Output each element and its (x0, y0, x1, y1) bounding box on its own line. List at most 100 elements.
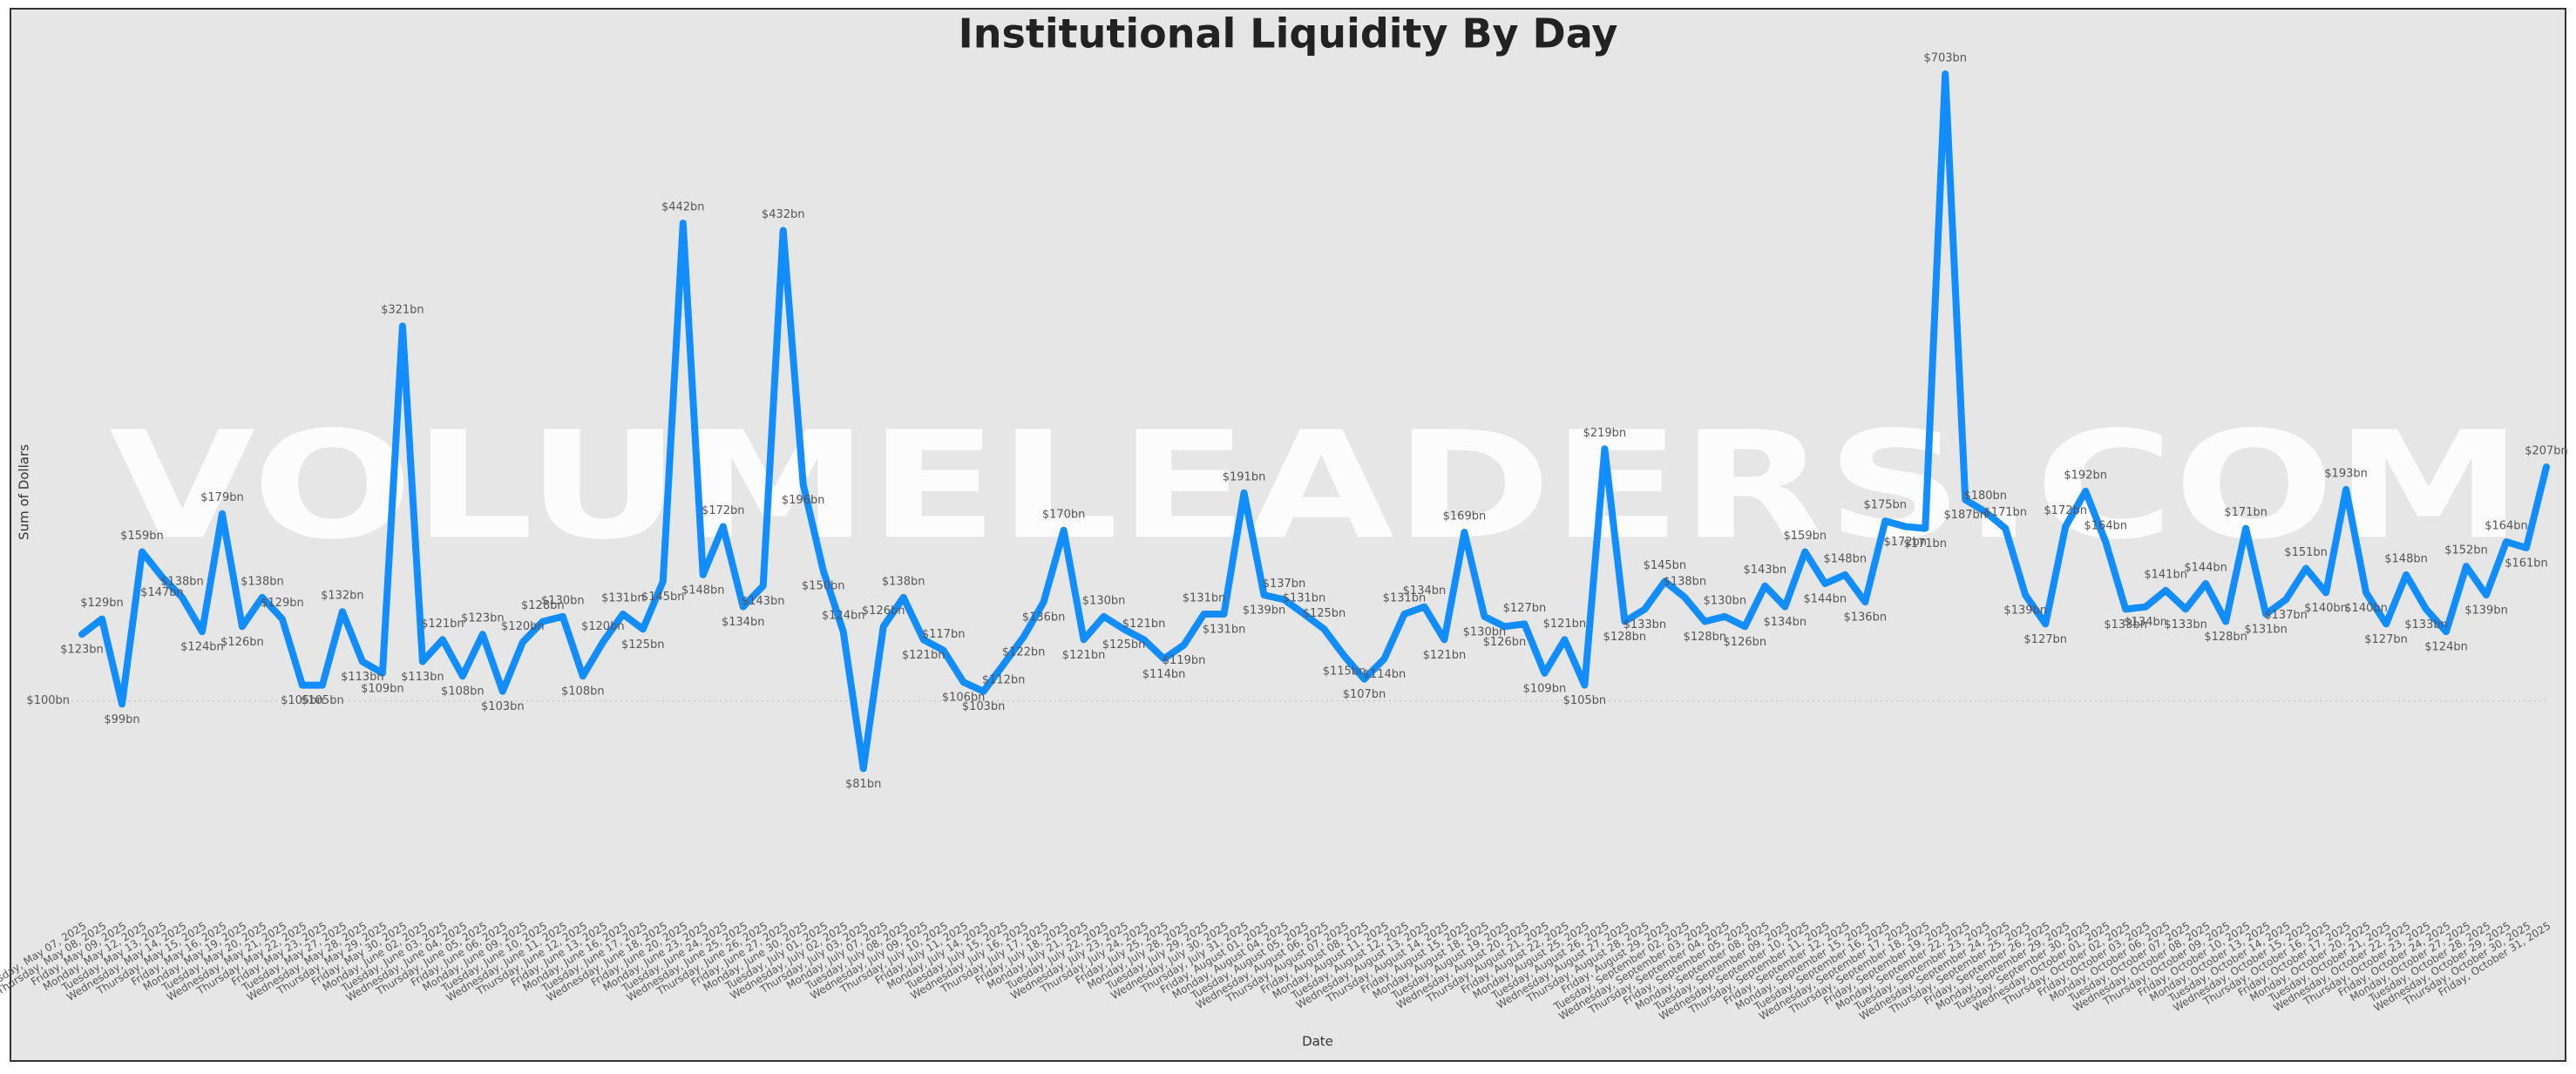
data-label: $105bn (1563, 694, 1607, 707)
data-label: $140bn (2304, 602, 2348, 615)
data-label: $145bn (641, 591, 685, 604)
y-tick-label: $100bn (26, 694, 70, 707)
data-label: $130bn (541, 594, 585, 607)
data-label: $123bn (60, 644, 104, 657)
data-label: $113bn (341, 671, 384, 684)
data-label: $144bn (2184, 562, 2227, 575)
data-label: $139bn (2464, 605, 2508, 618)
data-label: $130bn (1704, 594, 1747, 607)
data-label: $124bn (2424, 641, 2468, 654)
data-label: $207bn (2525, 445, 2568, 458)
data-label: $114bn (1363, 668, 1407, 681)
data-label: $133bn (2404, 618, 2448, 632)
data-label: $131bn (1283, 591, 1326, 605)
data-label: $108bn (441, 686, 485, 699)
data-label: $109bn (361, 682, 404, 695)
data-label: $130bn (1463, 625, 1507, 638)
data-label: $141bn (2144, 568, 2187, 581)
data-label: $140bn (2344, 602, 2388, 615)
data-label: $106bn (942, 692, 986, 705)
data-label: $133bn (2164, 618, 2207, 632)
data-label: $191bn (1223, 470, 1266, 483)
data-label: $138bn (882, 575, 925, 588)
data-label: $121bn (1122, 618, 1166, 631)
data-label: $172bn (702, 504, 745, 517)
data-label: $171bn (2224, 506, 2268, 519)
data-label: $187bn (1943, 509, 1987, 522)
data-label: $108bn (561, 686, 605, 699)
data-label: $122bn (1002, 646, 1046, 659)
data-label: $109bn (1523, 682, 1567, 695)
data-label: $126bn (1483, 636, 1527, 649)
data-label: $138bn (160, 575, 204, 588)
data-label: $114bn (1142, 668, 1186, 681)
data-label: $115bn (1323, 665, 1366, 679)
data-label: $143bn (1744, 564, 1787, 577)
data-label: $196bn (782, 494, 825, 507)
data-label: $103bn (481, 700, 525, 713)
data-label: $131bn (2244, 623, 2288, 636)
data-label: $126bn (220, 636, 264, 649)
data-label: $126bn (1724, 636, 1767, 649)
data-label: $148bn (2384, 552, 2428, 565)
data-label: $105bn (301, 694, 344, 707)
data-label: $132bn (321, 590, 364, 603)
data-label: $131bn (1383, 591, 1427, 605)
data-label: $119bn (1163, 654, 1206, 667)
watermark-layer: VOLUMELEADERS.COM (109, 400, 2523, 572)
data-label: $117bn (922, 628, 966, 641)
data-label: $133bn (2104, 618, 2147, 632)
data-label: $128bn (2204, 631, 2247, 644)
data-label: $81bn (845, 778, 881, 791)
data-label: $105bn (281, 694, 324, 707)
data-label: $103bn (962, 700, 1006, 713)
data-label: $703bn (1923, 51, 1967, 64)
data-label: $139bn (1243, 605, 1286, 618)
data-label: $138bn (1664, 575, 1707, 588)
data-label: $99bn (104, 713, 139, 726)
data-label: $128bn (1603, 631, 1647, 644)
data-label: $172bn (1883, 536, 1927, 549)
data-label: $121bn (902, 649, 946, 662)
chart-frame (10, 8, 2566, 1062)
data-label: $124bn (180, 641, 224, 654)
data-label: $169bn (1443, 510, 1487, 523)
data-label: $131bn (1183, 591, 1226, 605)
data-label: $121bn (1423, 649, 1467, 662)
data-label: $321bn (381, 304, 424, 317)
data-label: $113bn (401, 671, 444, 684)
data-label: $131bn (1203, 623, 1246, 636)
data-label: $112bn (982, 673, 1026, 686)
data-label: $129bn (261, 597, 304, 610)
data-label: $164bn (2084, 520, 2127, 533)
data-label: $121bn (1543, 618, 1587, 631)
data-label: $179bn (200, 491, 244, 504)
data-label: $134bn (2124, 616, 2167, 629)
data-label: $159bn (1784, 530, 1827, 543)
data-label: $159bn (120, 530, 164, 543)
data-label: $134bn (1764, 616, 1807, 629)
data-label: $219bn (1583, 427, 1627, 440)
data-label: $129bn (80, 597, 124, 610)
data-label: $171bn (1903, 537, 1947, 551)
data-label: $139bn (2003, 605, 2047, 618)
watermark: VOLUMELEADERS.COM (109, 400, 2523, 572)
data-label: $171bn (1983, 506, 2027, 519)
data-label: $123bn (461, 612, 505, 625)
data-label: $192bn (2064, 469, 2107, 482)
y-axis-title: Sum of Dollars (17, 444, 32, 540)
data-label: $432bn (762, 208, 805, 221)
data-label: $145bn (1644, 559, 1687, 572)
data-label: $136bn (1843, 611, 1887, 625)
data-label: $164bn (2484, 520, 2528, 533)
line-series (78, 70, 2550, 773)
data-label: $127bn (2364, 633, 2408, 646)
data-label: $128bn (1684, 631, 1727, 644)
data-label: $144bn (1804, 593, 1847, 606)
data-label: $143bn (742, 595, 785, 608)
data-label: $125bn (621, 638, 665, 652)
data-label: $148bn (1823, 552, 1867, 565)
data-label: $152bn (2444, 544, 2488, 557)
data-label: $124bn (822, 610, 865, 623)
